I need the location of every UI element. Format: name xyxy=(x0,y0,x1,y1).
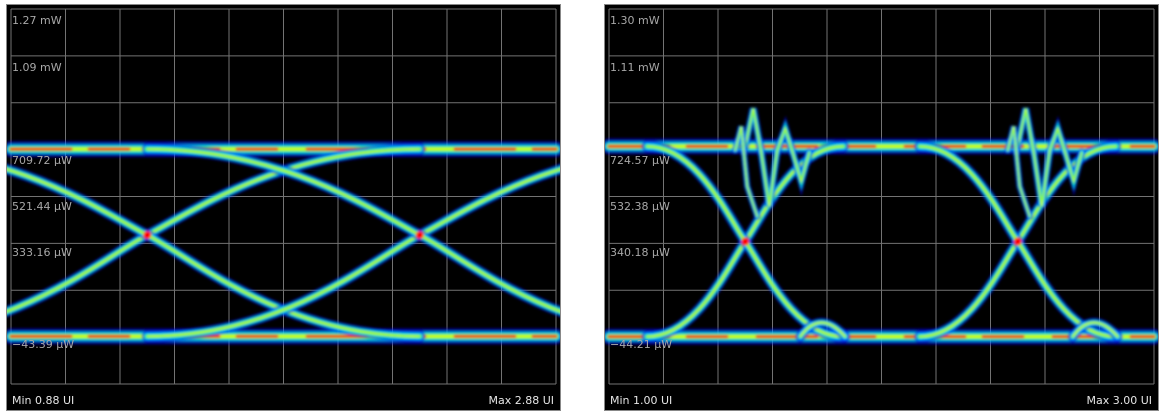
x-min-label: Min 0.88 UI xyxy=(12,394,75,407)
y-tick-label: 333.16 µW xyxy=(12,246,72,259)
y-tick-label: −44.21 µW xyxy=(610,338,673,351)
eye-crossing xyxy=(1013,237,1022,246)
rising-edge xyxy=(7,147,422,314)
rising-edge xyxy=(7,143,426,318)
falling-edge xyxy=(146,148,560,313)
eye-diagram-left: 1.27 mW 1.09 mW 709.72 µW 521.44 µW 333.… xyxy=(6,4,561,411)
overshoot-ringing xyxy=(1007,126,1031,217)
y-tick-label: 709.72 µW xyxy=(12,154,72,167)
rising-edge xyxy=(141,163,560,342)
falling-edge xyxy=(141,143,560,318)
y-tick-label: 532.38 µW xyxy=(610,200,670,213)
eye-crossing xyxy=(741,237,750,246)
undershoot-bump xyxy=(799,321,846,338)
overshoot-ringing xyxy=(1017,108,1083,207)
falling-edge xyxy=(7,168,421,338)
eye-crossing xyxy=(415,231,424,240)
x-min-label: Min 1.00 UI xyxy=(610,394,673,407)
y-tick-label: 1.30 mW xyxy=(610,14,660,27)
eye-traces xyxy=(7,141,560,345)
overshoot-ringing xyxy=(744,108,810,207)
eye-diagram-right: 1.30 mW 1.11 mW 724.57 µW 532.38 µW 340.… xyxy=(604,4,1159,411)
eye-crossing xyxy=(143,231,152,240)
y-tick-label: 724.57 µW xyxy=(610,154,670,167)
y-tick-label: −43.39 µW xyxy=(12,338,75,351)
grid xyxy=(10,8,557,385)
grid xyxy=(608,8,1155,385)
y-tick-label: 1.27 mW xyxy=(12,14,62,27)
overshoot-ringing xyxy=(734,126,758,217)
x-max-label: Max 2.88 UI xyxy=(488,394,554,407)
eye-traces xyxy=(605,107,1158,345)
falling-edge xyxy=(7,163,426,342)
rising-edge xyxy=(7,145,424,316)
falling-edge xyxy=(145,147,560,314)
y-tick-label: 1.09 mW xyxy=(12,61,62,74)
undershoot-bump xyxy=(1072,321,1119,338)
rising-edge xyxy=(146,168,560,338)
y-tick-label: 1.11 mW xyxy=(610,61,660,74)
falling-edge xyxy=(143,145,560,316)
rising-edge xyxy=(143,165,560,340)
rising-edge xyxy=(145,167,560,339)
falling-edge xyxy=(7,165,424,340)
eye-plot-right xyxy=(605,8,1158,385)
rising-edge xyxy=(7,148,421,313)
falling-edge xyxy=(7,167,422,339)
y-tick-label: 340.18 µW xyxy=(610,246,670,259)
y-tick-label: 521.44 µW xyxy=(12,200,72,213)
x-max-label: Max 3.00 UI xyxy=(1086,394,1152,407)
eye-plot-left xyxy=(7,8,560,385)
